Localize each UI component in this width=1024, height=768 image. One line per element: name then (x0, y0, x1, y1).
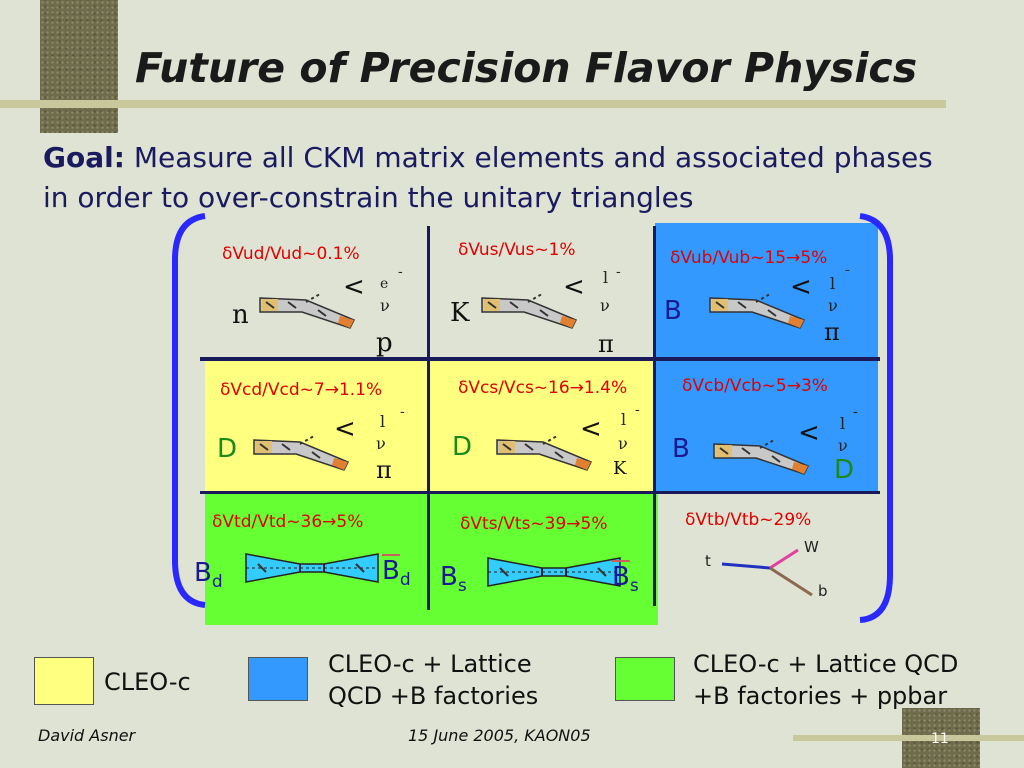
vcb-minus: - (853, 404, 858, 420)
vcb-final: D (834, 455, 855, 485)
vtd-right-b: B (382, 556, 400, 586)
vud-label: δVud/Vud~0.1% (222, 244, 360, 264)
vus-decay-diagram (481, 293, 578, 329)
vcd-arrow: < (334, 414, 356, 444)
vcs-initial: D (452, 432, 473, 462)
vub-decay-diagram (709, 293, 806, 329)
legend-green-line1: CLEO-c + Lattice QCD (693, 650, 959, 678)
vus-label: δVus/Vus~1% (458, 240, 576, 260)
vtd-label: δVtd/Vtd~36→5% (212, 512, 364, 532)
vtb-w: W (804, 538, 819, 556)
vcb-neutrino: ν (838, 436, 848, 455)
legend-label-green: CLEO-c + Lattice QCD +B factories + ppbar (693, 648, 958, 712)
footer-rule (793, 735, 1024, 741)
green-region (205, 493, 658, 625)
vcb-decay-diagram (713, 439, 810, 475)
vcb-arrow: < (798, 418, 820, 448)
vub-minus: - (845, 262, 850, 278)
vus-final: π (598, 330, 614, 358)
vtd-left-sub: d (211, 572, 223, 593)
vcb-lepton: l (840, 414, 846, 433)
vts-left-sub: s (457, 576, 467, 597)
title-rule (0, 100, 946, 108)
vud-initial: n (232, 300, 249, 330)
vcs-lepton: l (621, 410, 627, 429)
vtb-decay-diagram (721, 548, 813, 597)
vub-final: π (824, 318, 840, 346)
legend-swatch-yellow (34, 657, 94, 705)
vts-mixing-diagram (487, 557, 621, 587)
legend-blue-line2: QCD +B factories (328, 682, 539, 710)
legend-swatch-green (615, 657, 675, 701)
vcs-neutrino: ν (618, 434, 628, 453)
vus-neutrino: ν (600, 296, 610, 315)
vts-left-b: B (440, 562, 458, 592)
vtd-left-meson: Bd (194, 558, 223, 592)
vcs-minus: - (635, 402, 640, 418)
vts-label: δVts/Vts~39→5% (460, 514, 608, 534)
vtd-left-b: B (194, 558, 212, 588)
vcb-initial: B (672, 434, 690, 464)
vus-minus: - (616, 264, 621, 280)
vtd-right-sub: d (399, 570, 411, 591)
legend-green-line2: +B factories + ppbar (693, 682, 948, 710)
legend-swatch-blue (248, 657, 308, 701)
vcb-label: δVcb/Vcb~5→3% (682, 376, 828, 396)
vcd-neutrino: ν (376, 434, 386, 453)
left-bracket (172, 213, 206, 608)
grid-vline-1 (427, 226, 430, 610)
grid-hline-1 (200, 357, 880, 361)
vud-lepton: e (380, 276, 389, 292)
vts-right-sub: s (629, 576, 639, 597)
vud-decay-diagram (259, 293, 356, 329)
vud-minus: - (398, 264, 403, 280)
vtb-b: b (818, 582, 828, 600)
legend-blue-line1: CLEO-c + Lattice (328, 650, 532, 678)
goal-text: Goal: Measure all CKM matrix elements an… (43, 138, 943, 218)
vud-final: p (376, 328, 393, 358)
vus-arrow: < (563, 272, 585, 302)
vcs-decay-diagram (496, 435, 593, 471)
vub-lepton: l (830, 274, 836, 293)
vts-left-meson: Bs (440, 562, 467, 596)
goal-label: Goal: (43, 141, 125, 174)
vts-right-b: B (612, 562, 630, 592)
vtd-right-meson: Bd (382, 556, 411, 590)
vcs-arrow: < (580, 414, 602, 444)
vud-neutrino: ν (380, 296, 390, 315)
vcd-lepton: l (380, 412, 386, 431)
vcd-final: π (376, 456, 392, 484)
vub-label: δVub/Vub~15→5% (670, 248, 828, 268)
legend-label-blue: CLEO-c + Lattice QCD +B factories (328, 648, 538, 712)
yellow-region (205, 361, 655, 493)
vcd-label: δVcd/Vcd~7→1.1% (220, 380, 383, 400)
page-title: Future of Precision Flavor Physics (135, 44, 918, 92)
vts-right-meson: Bs (612, 562, 639, 596)
vub-arrow: < (790, 272, 812, 302)
vcs-label: δVcs/Vcs~16→1.4% (458, 378, 628, 398)
footer-date: 15 June 2005, KAON05 (408, 726, 591, 745)
vtb-t: t (705, 552, 711, 570)
footer-author: David Asner (38, 726, 136, 745)
grid-vline-2 (653, 226, 656, 606)
vud-arrow: < (343, 272, 365, 302)
page-number: 11 (931, 731, 949, 747)
vub-neutrino: ν (828, 296, 838, 315)
vus-initial: K (450, 298, 470, 328)
right-bracket (859, 213, 893, 623)
legend-label-yellow: CLEO-c (104, 668, 191, 696)
grid-hline-2 (200, 491, 880, 494)
decor-square-top (40, 0, 118, 133)
vus-lepton: l (603, 268, 609, 287)
vtd-mixing-diagram (245, 553, 379, 583)
vub-initial: B (664, 296, 682, 326)
goal-body: Measure all CKM matrix elements and asso… (43, 141, 933, 214)
vcd-minus: - (400, 404, 405, 420)
vtb-label: δVtb/Vtb~29% (685, 510, 812, 530)
vcd-decay-diagram (253, 435, 350, 471)
vcd-initial: D (217, 434, 238, 464)
vcs-final: K (613, 458, 627, 479)
